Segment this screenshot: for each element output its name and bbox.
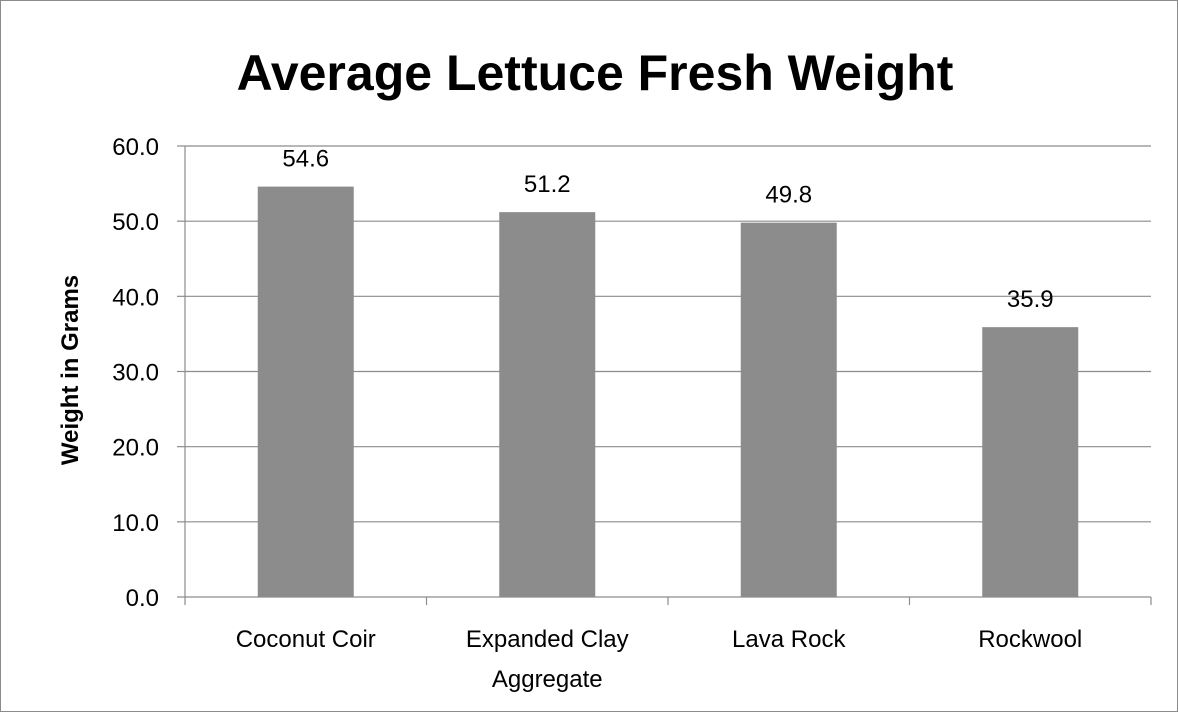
y-tick-label: 50.0 <box>112 209 159 236</box>
bar <box>740 222 837 598</box>
axes <box>177 145 1152 605</box>
x-category-label: Coconut Coir <box>236 626 376 653</box>
x-category-label: Aggregate <box>492 666 603 693</box>
y-tick-label: 0.0 <box>126 585 159 612</box>
y-tick-label: 20.0 <box>112 435 159 462</box>
y-tick-label: 60.0 <box>112 134 159 161</box>
bar <box>257 186 354 597</box>
bar <box>499 212 596 597</box>
x-category-label: Rockwool <box>978 626 1082 653</box>
x-category-label: Lava Rock <box>732 626 846 653</box>
bars <box>257 186 1079 598</box>
data-label: 35.9 <box>1007 286 1054 313</box>
bar <box>982 327 1079 597</box>
y-tick-label: 30.0 <box>112 360 159 387</box>
y-axis-label: Weight in Grams <box>57 275 84 465</box>
chart-title: Average Lettuce Fresh Weight <box>237 45 954 101</box>
y-tick-label: 40.0 <box>112 284 159 311</box>
data-label: 51.2 <box>524 171 571 198</box>
y-tick-label: 10.0 <box>112 510 159 537</box>
labels: 0.0 10.0 20.0 30.0 40.0 50.0 60.0 54.6 Coconut C… <box>112 134 1082 693</box>
data-label: 54.6 <box>282 146 329 173</box>
x-category-label: Expanded Clay <box>466 626 629 653</box>
data-label: 49.8 <box>765 182 812 209</box>
